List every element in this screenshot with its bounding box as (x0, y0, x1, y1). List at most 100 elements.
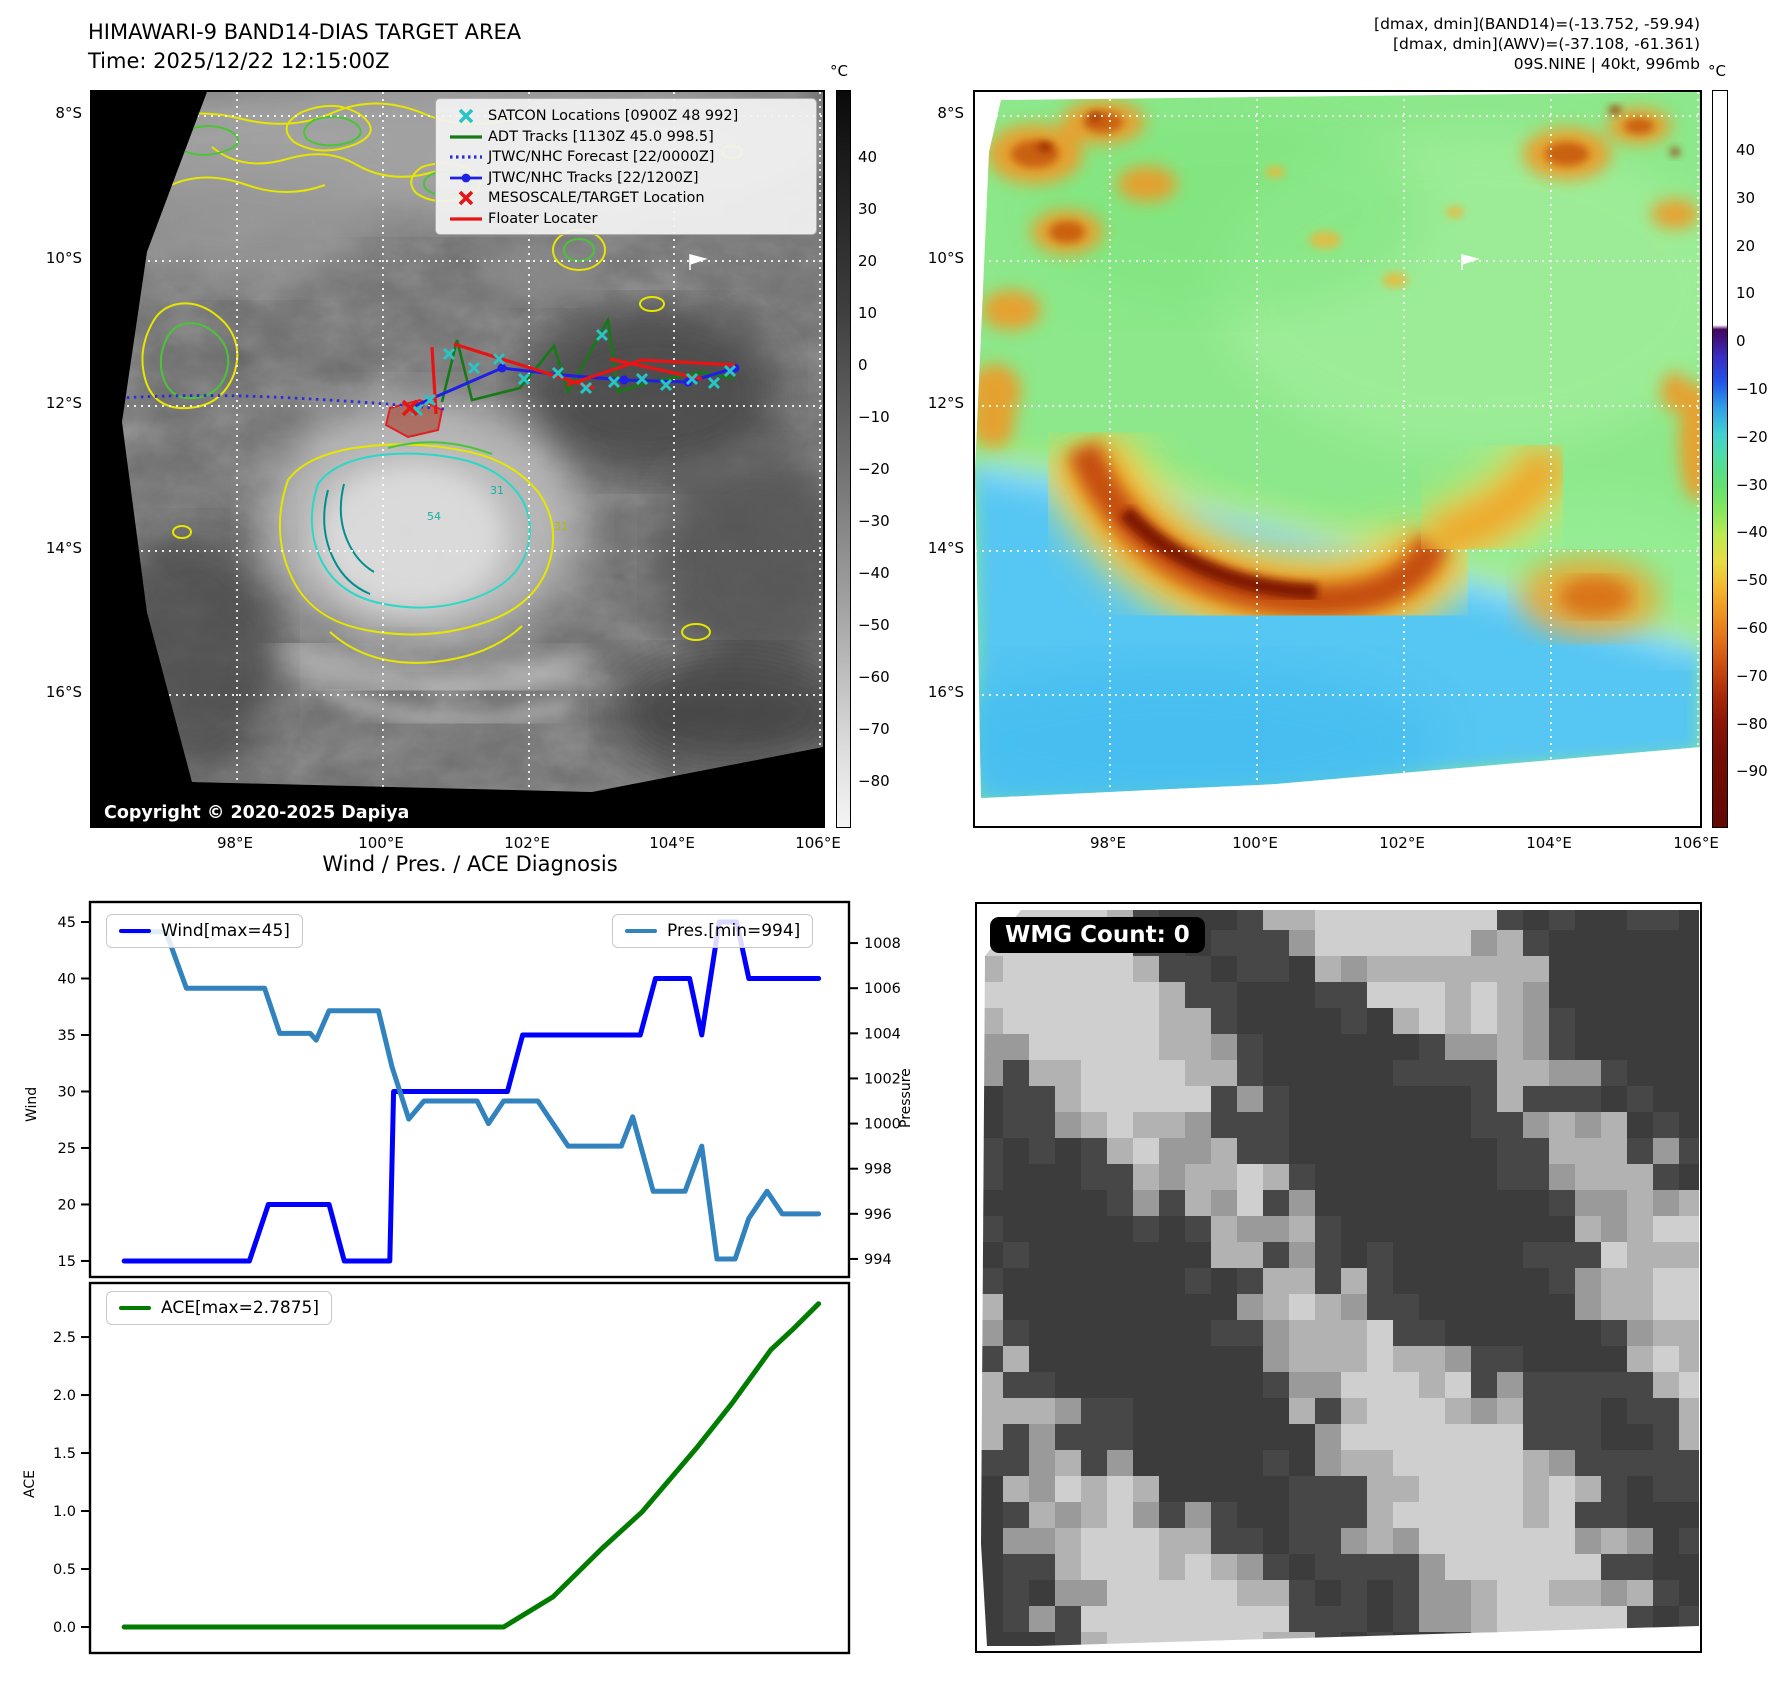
wmg-panel: WMG Count: 0 (975, 902, 1702, 1653)
wind-pressure-ace-charts: 15 20 25 30 35 40 45 994 996 998 1000 1002 1004 1006 1… (53, 900, 901, 1655)
legend-row: JTWC/NHC Forecast [22/0000Z] (444, 147, 808, 168)
svg-text:25: 25 (58, 1141, 76, 1157)
colorbar-tick-label: −50 (858, 616, 890, 634)
colorbar-tick-label: −20 (858, 460, 890, 478)
lat-tick-label: 10°S (45, 249, 82, 267)
satcon-markers (401, 328, 737, 417)
lon-tick-label: 102°E (504, 834, 550, 852)
band14-colorbar (836, 90, 851, 828)
svg-text:1.5: 1.5 (53, 1446, 76, 1462)
lat-tick-label: 8°S (55, 104, 82, 122)
svg-text:0.5: 0.5 (53, 1562, 76, 1578)
adt-track (440, 315, 735, 403)
svg-text:31: 31 (490, 484, 504, 497)
awv-colorbar (1712, 90, 1728, 828)
legend-x-marker-icon (444, 108, 488, 124)
band14-colorbar-title: °C (830, 62, 848, 80)
figure-title-line1: HIMAWARI-9 BAND14-DIAS TARGET AREA (88, 20, 522, 44)
colorbar-tick-label: 40 (858, 148, 878, 166)
wind-legend-label: Wind[max=45] (161, 921, 290, 941)
legend-solid-line-icon (444, 129, 488, 145)
legend-line-with-dot-icon (444, 170, 488, 186)
colorbar-tick-label: −30 (858, 512, 890, 530)
lat-tick-label: 12°S (927, 394, 964, 412)
svg-text:15: 15 (58, 1254, 76, 1270)
ace-legend-swatch (119, 1305, 151, 1311)
teal-temp-contours (323, 483, 375, 595)
colorbar-tick-label: −10 (1736, 380, 1768, 398)
svg-text:45: 45 (58, 915, 76, 931)
svg-text:2.0: 2.0 (53, 1388, 76, 1404)
pressure-axis-label: Pressure (898, 1068, 914, 1128)
pressure-legend-label: Pres.[min=994] (667, 921, 801, 941)
colorbar-tick-label: 0 (858, 356, 868, 374)
dmax-dmin-band14: [dmax, dmin](BAND14)=(-13.752, -59.94) (1374, 15, 1700, 33)
colorbar-tick-label: −30 (1736, 475, 1768, 494)
svg-text:1008: 1008 (864, 936, 901, 952)
copyright-label: Copyright © 2020-2025 Dapiya (98, 800, 420, 827)
lon-tick-label: 100°E (1232, 834, 1278, 852)
svg-text:2.5: 2.5 (53, 1330, 76, 1346)
band14-map-panel: 31 54 31 SATCON Locations [0900Z 48 992] AD… (90, 90, 825, 828)
ace-legend: ACE[max=2.7875] (106, 1291, 332, 1325)
legend-label: JTWC/NHC Tracks [22/1200Z] (488, 169, 699, 186)
svg-text:1000: 1000 (864, 1117, 901, 1133)
wmg-mosaic-image (981, 910, 1699, 1646)
svg-text:1.0: 1.0 (53, 1504, 76, 1520)
svg-text:1004: 1004 (864, 1026, 901, 1042)
colorbar-tick-label: −10 (858, 408, 890, 426)
svg-text:20: 20 (58, 1197, 76, 1213)
awv-satellite-image (975, 92, 1700, 826)
wmg-count-badge: WMG Count: 0 (990, 917, 1205, 953)
lon-tick-label: 104°E (1526, 834, 1572, 852)
lat-tick-label: 10°S (927, 249, 964, 267)
legend-row: JTWC/NHC Tracks [22/1200Z] (444, 168, 808, 189)
colorbar-tick-label: −80 (858, 772, 890, 790)
legend-row: MESOSCALE/TARGET Location (444, 188, 808, 209)
svg-text:0.0: 0.0 (53, 1620, 76, 1636)
legend-row: ADT Tracks [1130Z 45.0 998.5] (444, 127, 808, 148)
colorbar-tick-label: −90 (1736, 762, 1768, 781)
colorbar-tick-label: −40 (1736, 523, 1768, 542)
colorbar-tick-label: −80 (1736, 714, 1768, 733)
contour-value-labels: 31 54 31 (427, 484, 568, 533)
lon-tick-label: 104°E (649, 834, 695, 852)
svg-text:998: 998 (864, 1162, 892, 1178)
cyan-temp-contours (310, 452, 531, 609)
chart-title: Wind / Pres. / ACE Diagnosis (322, 852, 618, 876)
wind-legend: Wind[max=45] (106, 914, 303, 948)
pressure-legend-swatch (625, 928, 657, 934)
lat-tick-label: 12°S (45, 394, 82, 412)
legend-label: Floater Locater (488, 210, 598, 227)
header-info: [dmax, dmin](BAND14)=(-13.752, -59.94) [… (1100, 14, 1700, 74)
lon-tick-label: 102°E (1379, 834, 1425, 852)
colorbar-tick-label: 30 (858, 200, 878, 218)
svg-text:996: 996 (864, 1207, 892, 1223)
colorbar-tick-label: −40 (858, 564, 890, 582)
colorbar-tick-label: 10 (858, 304, 878, 322)
legend-solid-line-icon (444, 211, 488, 227)
lon-tick-label: 106°E (795, 834, 841, 852)
ace-axis-label: ACE (22, 1470, 38, 1498)
svg-text:31: 31 (554, 520, 568, 533)
legend-row: SATCON Locations [0900Z 48 992] (444, 106, 808, 127)
lon-tick-label: 98°E (1089, 834, 1127, 852)
wind-barb-icon (689, 254, 708, 270)
svg-text:994: 994 (864, 1252, 892, 1268)
lat-tick-label: 16°S (927, 683, 964, 701)
lat-tick-label: 14°S (927, 539, 964, 557)
colorbar-tick-label: −20 (1736, 427, 1768, 446)
svg-text:1006: 1006 (864, 981, 901, 997)
colorbar-tick-label: 20 (858, 252, 878, 270)
colorbar-tick-label: −70 (858, 720, 890, 738)
wind-axis-label: Wind (24, 1086, 40, 1122)
legend-label: ADT Tracks [1130Z 45.0 998.5] (488, 128, 714, 145)
lon-tick-label: 98°E (216, 834, 254, 852)
red-target-contour (384, 398, 444, 439)
colorbar-tick-label: 0 (1736, 332, 1746, 351)
colorbar-tick-label: −50 (1736, 571, 1768, 590)
wind-barb-icon (1461, 254, 1480, 270)
storm-id-intensity: 09S.NINE | 40kt, 996mb (1513, 55, 1700, 73)
lat-tick-label: 14°S (45, 539, 82, 557)
